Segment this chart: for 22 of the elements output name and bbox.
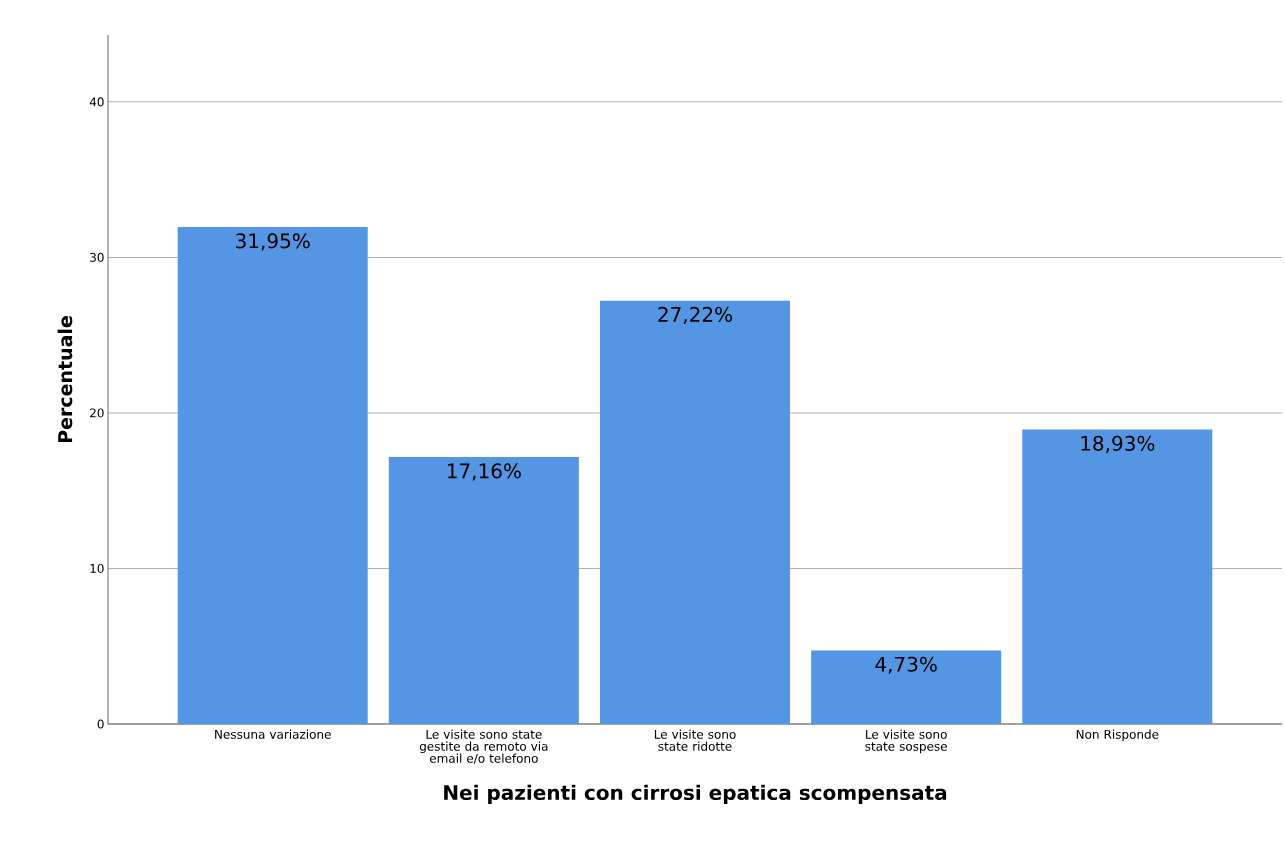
- bar: [599, 300, 791, 724]
- y-tick-label: 10: [90, 563, 104, 574]
- x-tick-label: Le visite sono state gestite da remoto via email e/o telefono: [419, 729, 548, 764]
- x-tick-label: Nessuna variazione: [215, 729, 331, 739]
- bar: [388, 457, 579, 724]
- bar: [1022, 429, 1213, 724]
- data-label: 27,22%: [658, 306, 733, 324]
- x-tick-label: Le visite sono state sospese: [865, 729, 947, 754]
- y-tick-label: 40: [89, 97, 104, 107]
- data-label: 4,73%: [875, 656, 937, 674]
- bar: [177, 227, 368, 724]
- data-label: 17,16%: [447, 463, 521, 481]
- y-tick-label: 0: [97, 719, 104, 729]
- data-label: 18,93%: [1081, 435, 1155, 453]
- y-axis-title: Percentuale: [57, 316, 73, 443]
- x-tick-label: Non Risponde: [1076, 729, 1159, 742]
- x-tick-label: Le visite sono state ridotte: [654, 729, 736, 751]
- y-tick-label: 20: [90, 408, 104, 418]
- x-axis-title: Nei pazienti con cirrosi epatica scompensata: [444, 784, 947, 804]
- data-label: 31,95%: [236, 233, 310, 251]
- y-tick-label: 30: [90, 252, 104, 262]
- bar: [811, 650, 1002, 724]
